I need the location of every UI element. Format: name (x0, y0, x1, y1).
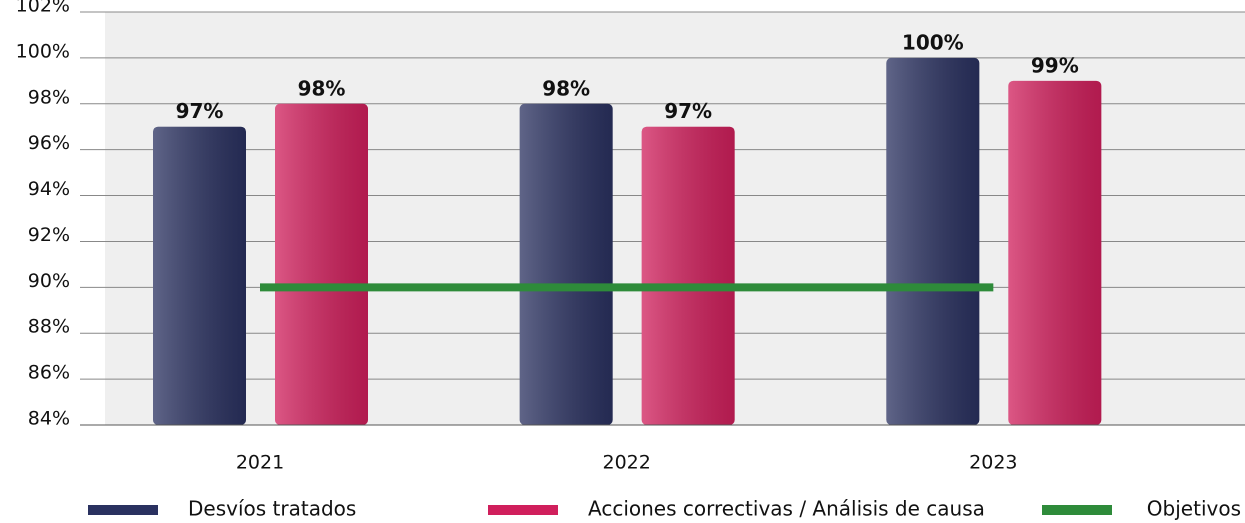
y-tick-label: 90% (28, 270, 70, 292)
bar-shade (519, 103, 613, 426)
x-tick-label: 2023 (969, 452, 1017, 474)
value-label: 97% (664, 99, 712, 123)
value-label: 97% (176, 99, 224, 123)
legend-label: Objetivos (1147, 497, 1241, 521)
x-tick-label: 2021 (236, 452, 284, 474)
legend-swatch (88, 505, 158, 515)
y-tick-label: 94% (28, 178, 70, 200)
bar-shade (1008, 80, 1102, 425)
legend-swatch (1042, 505, 1112, 515)
y-tick-label: 98% (28, 86, 70, 108)
bar-shade (886, 57, 980, 426)
legend-swatch (488, 505, 558, 515)
y-tick-label: 88% (28, 316, 70, 338)
y-tick-label: 102% (16, 0, 70, 17)
bar-shade (153, 126, 246, 425)
y-tick-label: 100% (16, 40, 70, 62)
x-tick-label: 2022 (602, 452, 650, 474)
value-label: 98% (298, 76, 346, 100)
legend-label: Desvíos tratados (188, 497, 356, 521)
y-tick-label: 92% (28, 224, 70, 246)
value-label: 100% (902, 30, 964, 54)
y-tick-label: 86% (28, 362, 70, 384)
value-label: 99% (1031, 53, 1079, 77)
value-label: 98% (542, 76, 590, 100)
bar-shade (641, 126, 735, 425)
y-tick-label: 96% (28, 132, 70, 154)
legend-label: Acciones correctivas / Análisis de causa (588, 497, 985, 521)
y-tick-label: 84% (28, 408, 70, 430)
bar-shade (275, 103, 368, 426)
